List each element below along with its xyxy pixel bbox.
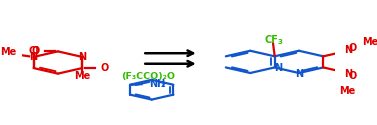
Text: N: N: [344, 45, 352, 55]
Text: O: O: [349, 43, 357, 53]
Text: Me: Me: [340, 86, 356, 96]
Text: N: N: [29, 52, 38, 62]
Text: Me: Me: [0, 47, 16, 57]
Text: N: N: [78, 52, 86, 62]
Text: (F₃CCO)₂O: (F₃CCO)₂O: [122, 72, 176, 81]
Text: O: O: [31, 46, 40, 56]
Text: CF: CF: [265, 35, 278, 45]
Text: Me: Me: [362, 37, 377, 47]
Text: Cl: Cl: [28, 46, 39, 56]
Text: 2: 2: [160, 82, 165, 88]
Text: Me: Me: [74, 71, 90, 81]
Text: N: N: [274, 63, 282, 73]
Text: N: N: [344, 69, 352, 79]
Text: O: O: [101, 63, 109, 73]
Text: O: O: [349, 71, 357, 81]
Text: 3: 3: [277, 39, 282, 45]
Text: N: N: [295, 69, 303, 79]
Text: NH: NH: [149, 78, 166, 88]
